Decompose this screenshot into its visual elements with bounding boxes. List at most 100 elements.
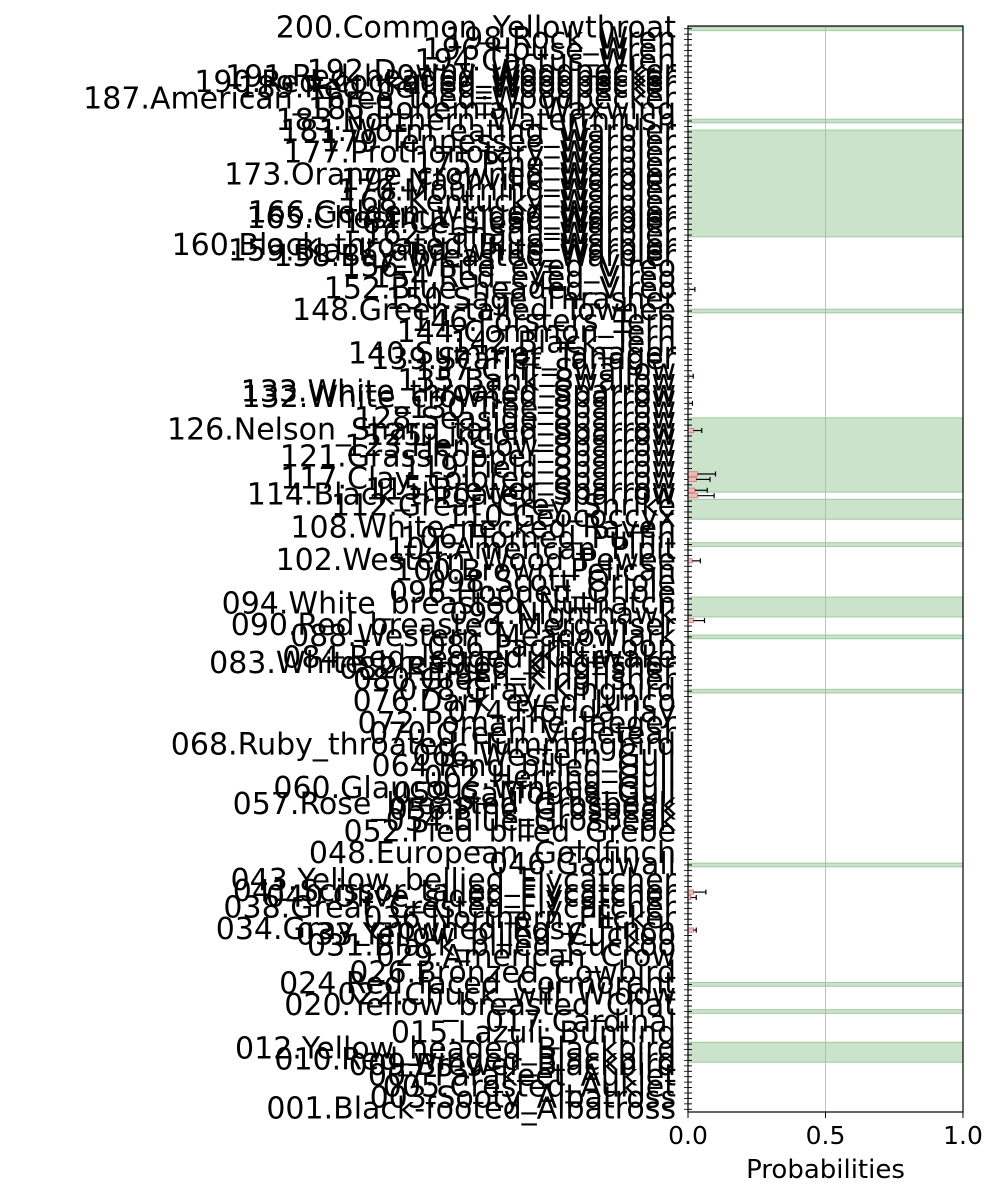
bar [687, 493, 698, 499]
y-tick-label: 020.Yellow_breasted_Chat [284, 988, 676, 1023]
y-tick-label: 117.Clay_colored_Sparrow [280, 461, 676, 496]
y-tick-label: 100.Brown_Pelican [394, 554, 676, 589]
y-tick-label: 098.Scott_Oriole [427, 565, 676, 600]
y-tick-label: 139.Scarlet_Tanager [370, 342, 676, 377]
x-axis-title: Probabilities [746, 1155, 905, 1185]
y-tick-label: 132.White_crowned_Sparrow [242, 380, 676, 415]
y-tick-label: 106.Horned_Puffin [400, 521, 676, 556]
y-tick-label: 083.White_breasted_Kingfisher [209, 646, 677, 681]
bars [687, 28, 717, 1110]
y-tick-label: 190.Red_cockaded_Woodpecker [194, 65, 676, 100]
y-tick-label: 057.Rose_breasted_Grosbeak [233, 787, 677, 822]
y-tick-label: 152.Blue_headed_Vireo [324, 271, 676, 306]
y-tick-label: 119.Field_Sparrow [402, 451, 676, 486]
y-tick-label: 056.Pine_Grosbeak [389, 793, 677, 828]
y-tick-label: 148.Green_tailed_Towhee [292, 293, 676, 328]
y-tick-label: 140.Summer_Tanager [348, 337, 677, 372]
y-tick-label: 038.Great_Crested_Flycatcher [223, 890, 676, 925]
y-tick-label: 040.Olive_sided_Flycatcher [266, 880, 677, 915]
y-tick-label: 076.Dark_eyed_Junco [353, 684, 676, 719]
y-tick-label: 159.Black_and_white_Warbler [228, 233, 677, 268]
y-tick-label: 130.Tree_Sparrow [409, 391, 676, 426]
y-tick-label: 160.Black_throated_Blue_Warbler [172, 228, 677, 263]
x-axis: 0.0 0.5 1.0 [668, 1112, 983, 1150]
y-tick-label: 175.Pine_Warbler [414, 146, 676, 181]
y-tick-label: 187.American_Three_toed_Woodpecker [83, 81, 677, 116]
y-tick-label: 068.Ruby_throated_Hummingbird [171, 727, 676, 762]
bar [687, 487, 696, 493]
bar [687, 889, 694, 895]
y-tick-label: 080.Green_Kingfisher [353, 662, 677, 697]
y-tick-label: 010.Red_winged_Blackbird [274, 1042, 676, 1077]
y-tick-label: 060.Glaucous_winged_Gull [273, 771, 676, 806]
y-tick-label: 096.Hooded_Oriole [389, 575, 676, 610]
y-tick-label: 026.Bronzed_Cowbird [349, 956, 676, 991]
y-tick-label: 168.Kentucky_Warbler [341, 184, 677, 219]
y-tick-label: 115.Brewer_Sparrow [365, 472, 676, 507]
y-tick-marks [684, 28, 688, 1110]
x-tick-label: 0.0 [668, 1121, 708, 1150]
y-tick-label: 017.Cardinal [485, 1004, 676, 1039]
y-tick-labels: 001.Black-footed_Albatross003.Sooty_Alba… [83, 11, 677, 1127]
x-tick-label: 0.5 [806, 1121, 846, 1150]
y-tick-label: 133.White_throated_Sparrow [241, 375, 676, 410]
y-tick-label: 052.Pied_billed_Grebe [344, 814, 677, 849]
y-tick-label: 173.Orange_crowned_Warbler [224, 157, 677, 192]
y-tick-label: 181.Worm_eating_Warbler [280, 114, 676, 149]
y-tick-label: 066.Western_Gull [412, 738, 676, 773]
y-tick-label: 158.Bay_breasted_Warbler [273, 239, 676, 274]
y-tick-label: 125.Lincoln_Sparrow [365, 418, 676, 453]
y-tick-label: 012.Yellow_headed_Blackbird [235, 1032, 676, 1067]
y-tick-label: 194.Cactus_Wren [415, 43, 677, 78]
y-tick-label: 046.Gadwall [489, 847, 676, 882]
y-tick-label: 086.Pacific_Loon [427, 630, 676, 665]
y-tick-label: 200.Common_Yellowthroat [276, 11, 676, 46]
y-tick-label: 064.Ring_billed_Gull [371, 749, 676, 784]
y-tick-label: 088.Western_Meadowlark [290, 619, 677, 654]
y-tick-label: 177.Prothonotary_Warbler [283, 136, 676, 171]
y-tick-label: 189.Red_bellied_Woodpecker [237, 70, 676, 105]
y-tick-label: 054.Blue_Grosbeak [386, 803, 677, 838]
y-tick-label: 072.Pomarine_Jaeger [358, 706, 677, 741]
y-tick-label: 150.Sage_Thrasher [386, 282, 677, 317]
y-tick-label: 009.Brewer_Blackbird [349, 1048, 676, 1083]
y-tick-label: 110.Geococcyx [446, 499, 676, 534]
y-tick-label: 108.White_necked_Raven [290, 510, 676, 545]
y-tick-label: 041.Scissor_tailed_Flycatcher [233, 874, 677, 909]
y-tick-label: 102.Western_Wood_Pewee [276, 543, 676, 578]
y-tick-label: 043.Yellow_bellied_Flycatcher [231, 863, 677, 898]
y-tick-label: 164.Cerulean_Warbler [343, 206, 677, 241]
y-tick-label: 048.European_Goldfinch [309, 836, 676, 871]
y-tick-label: 156.White_eyed_Vireo [342, 250, 676, 285]
y-tick-label: 179.Tennessee_Warbler [321, 125, 676, 160]
y-tick-label: 144.Common_Tern [397, 315, 676, 350]
y-tick-label: 084.Red_legged_Kittiwake [282, 641, 676, 676]
y-tick-label: 154.Red_eyed_Vireo [372, 260, 676, 295]
y-tick-label: 112.Great_Grey_Shrike [331, 489, 676, 524]
y-tick-label: 031.Black_billed_Cuckoo [307, 928, 676, 963]
y-tick-label: 123.Henslow_Sparrow [344, 429, 676, 464]
x-tick-label: 1.0 [943, 1121, 983, 1150]
y-tick-label: 094.White_breasted_Nuthatch [222, 586, 676, 621]
y-tick-label: 196.House_Wren [423, 32, 676, 67]
y-tick-label: 070.Green_Violetear [369, 717, 677, 752]
y-tick-label: 036.Northern_Flicker [364, 901, 677, 936]
bar [687, 476, 697, 482]
y-tick-label: 128.Seaside_Sparrow [354, 402, 676, 437]
y-tick-label: 192.Downy_Woodpecker [307, 54, 677, 89]
y-tick-label: 198.Rock_Wren [445, 22, 676, 57]
y-tick-label: 146.Forsters_Tern [411, 304, 676, 339]
y-tick-label: 162.Canada_Warbler [363, 217, 676, 252]
y-tick-label: 005.Crested_Auklet [383, 1070, 676, 1105]
y-tick-label: 078.Gray_Kingbird [398, 673, 676, 708]
y-tick-label: 022.Chuck_will_Widow [338, 977, 676, 1012]
y-tick-label: 183.Northern_Waterthrush [276, 103, 676, 138]
y-tick-label: 185.Bohemian_Waxwing [308, 92, 676, 127]
y-tick-label: 135.Bank_Swallow [397, 364, 676, 399]
y-tick-label: 034.Gray_crowned_Rosy_Finch [216, 912, 676, 947]
y-tick-label: 007.Parakeet_Auklet [368, 1059, 676, 1094]
y-tick-label: 142.Black_Tern [451, 326, 676, 361]
y-tick-label: 062.Herring_Gull [424, 760, 676, 795]
y-tick-label: 059.California_Gull [393, 776, 676, 811]
